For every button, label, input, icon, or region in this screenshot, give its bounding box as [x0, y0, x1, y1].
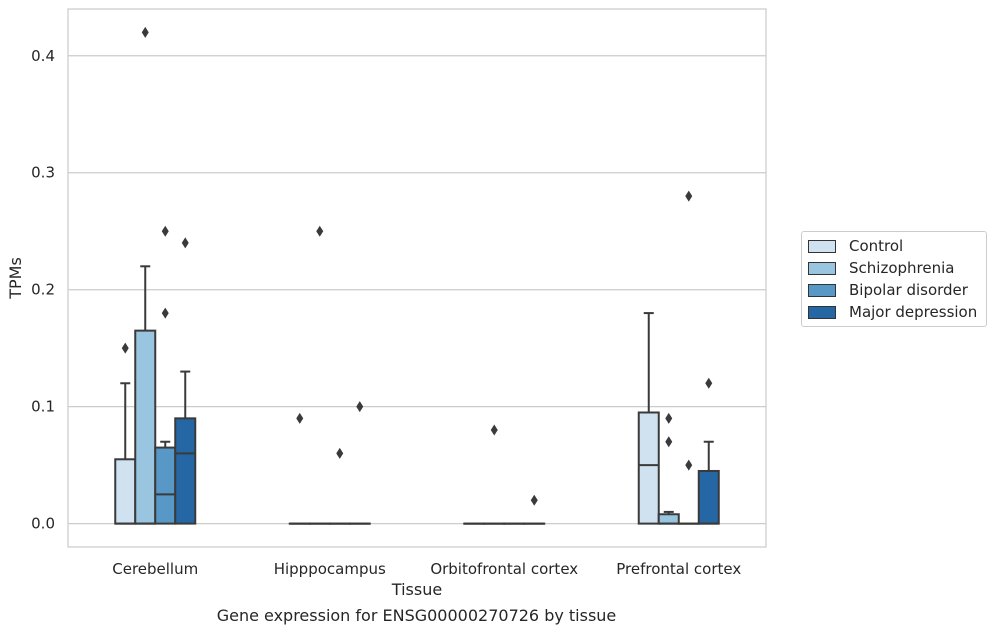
outlier-point [336, 448, 343, 459]
box-group [135, 27, 155, 524]
box-group [155, 226, 175, 524]
outlier-point [531, 495, 538, 506]
legend-swatch-major-depression [808, 306, 836, 319]
legend: Control Schizophrenia Bipolar disorder M… [801, 231, 987, 327]
outlier-point [162, 226, 169, 237]
box-group [679, 191, 699, 524]
y-tick-label: 0.2 [31, 281, 55, 299]
y-tick-labels: 0.0 0.1 0.2 0.3 0.4 [31, 47, 55, 533]
outlier-point [142, 27, 149, 38]
legend-item-major-depression: Major depression [808, 302, 977, 322]
legend-item-bipolar-disorder: Bipolar disorder [808, 280, 968, 300]
x-axis-label: Tissue [391, 580, 442, 599]
outlier-point [705, 378, 712, 389]
box-layer [115, 27, 719, 524]
box [155, 448, 175, 524]
box-group [699, 378, 719, 524]
outlier-point [182, 237, 189, 248]
x-tick-label: Prefrontal cortex [616, 560, 741, 578]
box-group [175, 237, 195, 523]
figure-caption: Gene expression for ENSG00000270726 by t… [0, 606, 833, 625]
x-tick-label: Hipppocampus [274, 560, 386, 578]
x-tick-labels: Cerebellum Hipppocampus Orbitofrontal cort… [112, 560, 741, 578]
box-group [484, 425, 504, 524]
legend-swatch-bipolar-disorder [808, 284, 836, 297]
legend-label-control: Control [849, 237, 903, 255]
legend-item-schizophrenia: Schizophrenia [808, 258, 954, 278]
x-tick-label: Orbitofrontal cortex [430, 560, 578, 578]
box-group [330, 448, 350, 524]
y-tick-label: 0.4 [31, 47, 55, 65]
outlier-point [122, 343, 129, 354]
box [639, 413, 659, 524]
box [115, 459, 135, 523]
legend-item-control: Control [808, 236, 903, 256]
box [135, 331, 155, 524]
outlier-point [665, 436, 672, 447]
box-group [639, 313, 659, 524]
legend-label-schizophrenia: Schizophrenia [849, 259, 954, 277]
box-group [115, 343, 135, 524]
y-axis-label: TPMs [6, 257, 25, 300]
box-group [524, 495, 544, 524]
box-group [290, 413, 310, 524]
outlier-point [685, 460, 692, 471]
outlier-point [491, 425, 498, 436]
y-tick-label: 0.0 [31, 515, 55, 533]
legend-label-bipolar-disorder: Bipolar disorder [849, 281, 968, 299]
legend-label-major-depression: Major depression [849, 303, 977, 321]
box [659, 514, 679, 523]
legend-swatch-control [808, 240, 836, 253]
box [175, 418, 195, 523]
y-tick-label: 0.1 [31, 398, 55, 416]
x-tick-label: Cerebellum [112, 560, 198, 578]
outlier-point [685, 191, 692, 202]
box-group [310, 226, 330, 524]
outlier-point [356, 401, 363, 412]
outlier-point [296, 413, 303, 424]
legend-swatch-schizophrenia [808, 262, 836, 275]
box-group [350, 401, 370, 524]
box-group [659, 413, 679, 524]
y-tick-label: 0.3 [31, 164, 55, 182]
box [699, 471, 719, 524]
outlier-point [162, 308, 169, 319]
outlier-point [316, 226, 323, 237]
outlier-point [665, 413, 672, 424]
